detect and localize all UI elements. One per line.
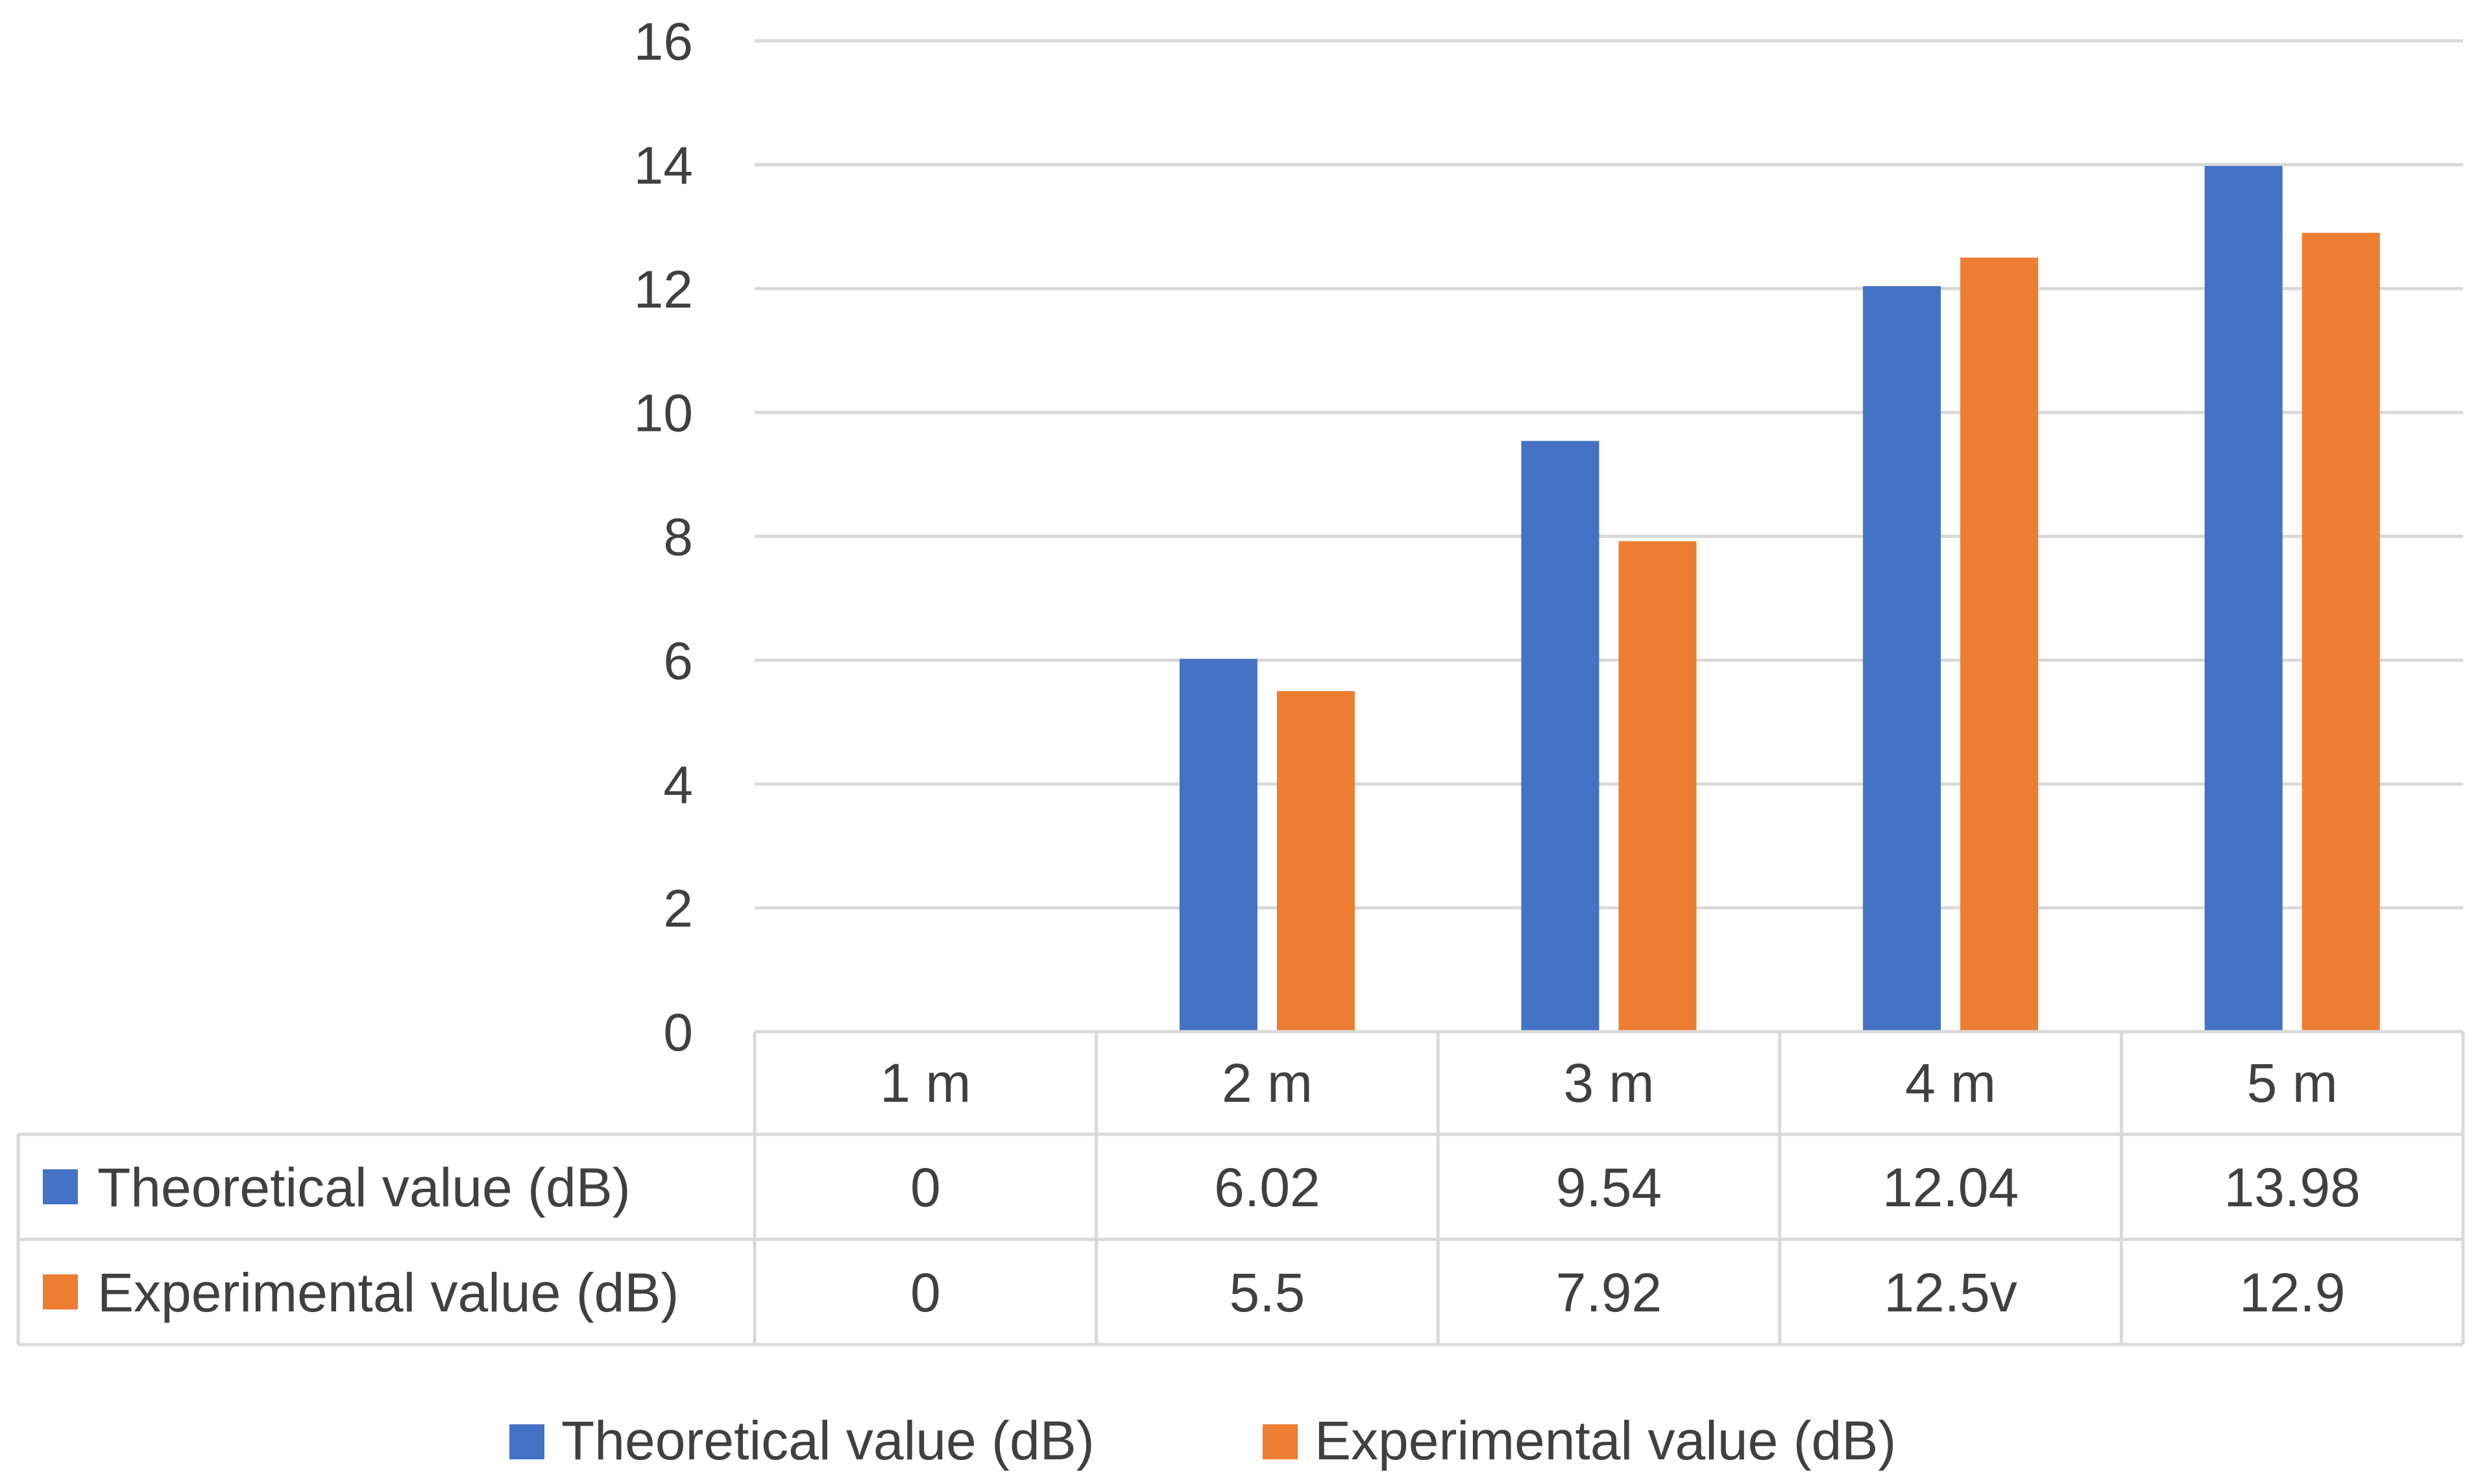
- legend-key-theoretical: [43, 1169, 78, 1204]
- table-cell-value: 5.5: [1230, 1262, 1306, 1323]
- bar-theoretical: [1179, 659, 1257, 1032]
- y-tick-label: 12: [634, 260, 693, 319]
- table-cell-value: 6.02: [1214, 1157, 1320, 1218]
- category-label: 1 m: [880, 1052, 971, 1113]
- category-label: 5 m: [2247, 1052, 2338, 1113]
- y-tick-label: 4: [663, 755, 693, 814]
- y-tick-label: 0: [663, 1003, 693, 1062]
- bar-experimental: [2302, 232, 2380, 1032]
- table-cell-value: 7.92: [1556, 1262, 1662, 1323]
- y-tick-label: 16: [634, 12, 693, 71]
- table-cell-value: 0: [910, 1262, 941, 1323]
- bar-experimental: [1276, 691, 1355, 1032]
- category-label: 2 m: [1222, 1052, 1313, 1113]
- y-tick-label: 14: [634, 136, 693, 195]
- y-tick-label: 2: [663, 879, 693, 938]
- series-label: Experimental value (dB): [97, 1262, 679, 1323]
- bar-experimental: [1960, 258, 2039, 1032]
- bar-theoretical: [1863, 286, 1941, 1032]
- bar-experimental: [1618, 541, 1697, 1032]
- category-label: 4 m: [1905, 1052, 1996, 1113]
- y-tick-label: 10: [634, 384, 693, 443]
- category-label: 3 m: [1563, 1052, 1654, 1113]
- data-table: 1 m 2 m 3 m 4 m 5 m Theoretical value (dB) 0 6.…: [16, 1030, 2465, 1346]
- table-cell-value: 12.5v: [1884, 1262, 2017, 1323]
- y-tick-label: 8: [663, 508, 693, 567]
- legend-key-experimental: [43, 1274, 78, 1309]
- gridlines: [755, 39, 2463, 910]
- bar-theoretical: [2204, 165, 2283, 1032]
- legend-swatch-theoretical: [509, 1424, 544, 1459]
- y-tick-label: 6: [663, 631, 693, 690]
- table-cell-value: 12.04: [1882, 1157, 2019, 1218]
- bar-theoretical: [1521, 441, 1599, 1032]
- legend-label: Theoretical value (dB): [561, 1410, 1095, 1471]
- table-cell-value: 12.9: [2239, 1262, 2346, 1323]
- legend-swatch-experimental: [1263, 1424, 1298, 1459]
- legend-label: Experimental value (dB): [1315, 1410, 1896, 1471]
- table-cell-value: 9.54: [1556, 1157, 1662, 1218]
- series-label: Theoretical value (dB): [97, 1157, 631, 1218]
- bars: [1179, 165, 2380, 1032]
- table-cell-value: 0: [910, 1157, 941, 1218]
- legend: Theoretical value (dB) Experimental value…: [509, 1410, 1896, 1471]
- y-axis-ticks: 0 2 4 6 8 10 12 14 16: [634, 12, 693, 1062]
- table-cell-value: 13.98: [2224, 1157, 2361, 1218]
